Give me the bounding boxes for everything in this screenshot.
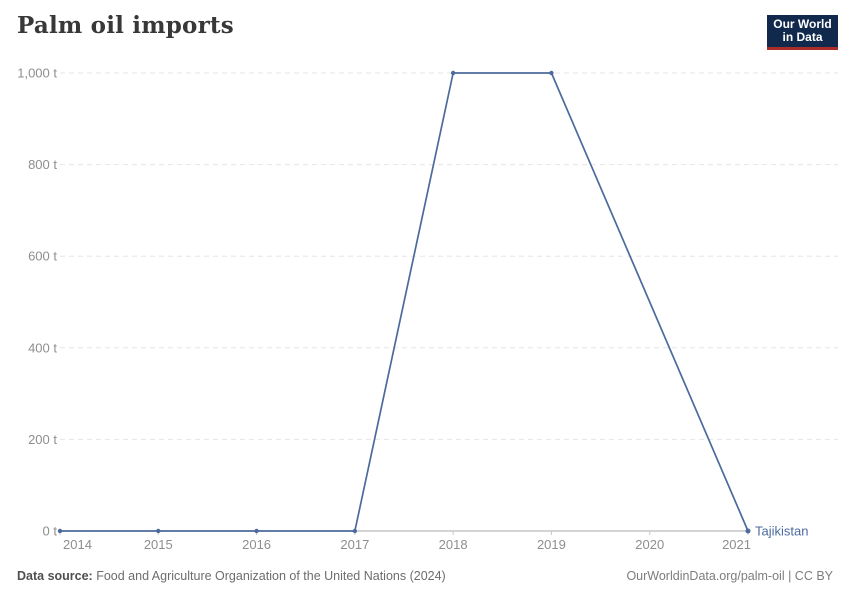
chart-footer: Data source: Food and Agriculture Organi… <box>17 569 833 583</box>
data-point-2021[interactable] <box>745 528 751 534</box>
x-tick-label: 2018 <box>439 537 468 552</box>
y-tick-label: 200 t <box>28 432 57 447</box>
attribution-link[interactable]: OurWorldinData.org/palm-oil | CC BY <box>626 569 833 583</box>
x-tick-label: 2016 <box>242 537 271 552</box>
data-point-2016[interactable] <box>254 528 259 534</box>
data-source: Data source: Food and Agriculture Organi… <box>17 569 446 583</box>
data-point-2018[interactable] <box>450 70 456 76</box>
x-tick-label: 2019 <box>537 537 566 552</box>
y-tick-label: 1,000 t <box>17 66 57 81</box>
series-label-tajikistan[interactable]: Tajikistan <box>755 524 808 539</box>
y-tick-label: 800 t <box>28 157 57 172</box>
series-line-tajikistan[interactable] <box>60 72 749 532</box>
x-tick-label: 2020 <box>635 537 664 552</box>
data-point-2014[interactable] <box>57 528 63 534</box>
logo-text-line2: in Data <box>782 30 823 44</box>
owid-logo[interactable]: Our World in Data <box>767 15 838 50</box>
x-tick-label: 2014 <box>63 537 92 552</box>
data-point-2019[interactable] <box>549 70 554 76</box>
x-tick-label: 2021 <box>722 537 751 552</box>
data-source-text: Food and Agriculture Organization of the… <box>92 569 446 583</box>
y-tick-label: 600 t <box>28 249 57 264</box>
x-tick-label: 2017 <box>340 537 369 552</box>
y-tick-label: 0 t <box>43 524 58 539</box>
page-title: Palm oil imports <box>17 12 234 39</box>
logo-text-line1: Our World <box>773 16 832 31</box>
x-tick-label: 2015 <box>144 537 173 552</box>
data-point-2015[interactable] <box>156 528 161 534</box>
line-chart: 0 t 200 t 400 t 600 t 800 t 1,000 t 2014 2015 20… <box>17 66 838 552</box>
data-source-label: Data source: <box>17 569 93 583</box>
data-point-2017[interactable] <box>352 528 358 534</box>
y-tick-label: 400 t <box>28 340 57 355</box>
